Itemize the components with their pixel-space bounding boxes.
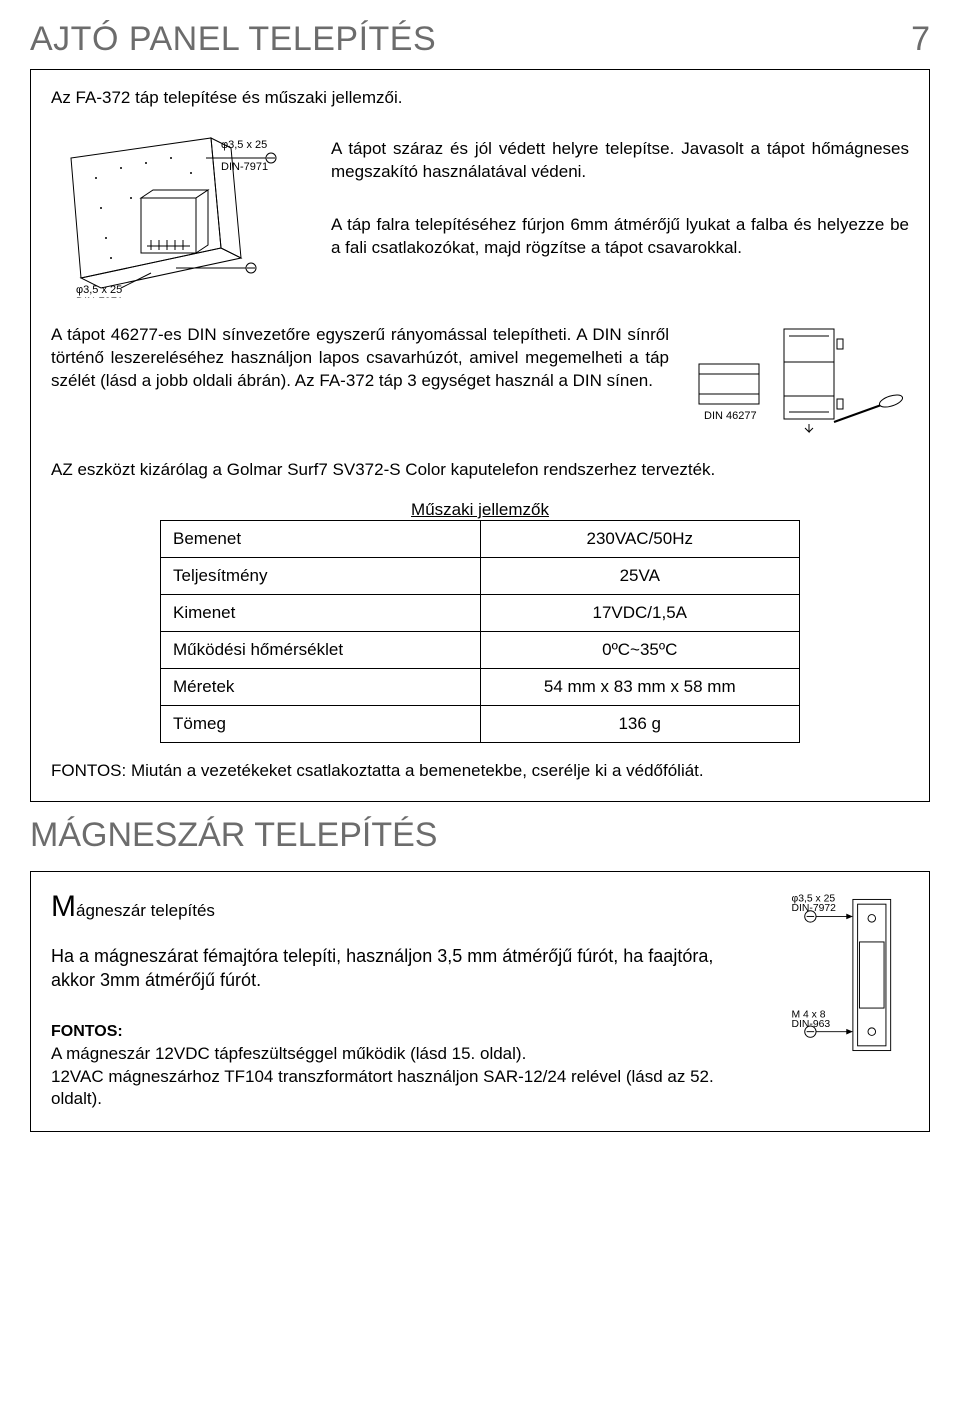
fontos2-line1: A mágneszár 12VDC tápfeszültséggel működ… xyxy=(51,1043,739,1066)
spec-value: 136 g xyxy=(480,706,800,743)
section2-title: MÁGNESZÁR TELEPÍTÉS xyxy=(30,816,930,855)
table-row: Tömeg136 g xyxy=(161,706,800,743)
din-rail-row: A tápot 46277-es DIN sínvezetőre egyszer… xyxy=(51,324,909,434)
spec-value: 54 mm x 83 mm x 58 mm xyxy=(480,669,800,706)
table-row: Bemenet230VAC/50Hz xyxy=(161,521,800,558)
din-rail-label: DIN 46277 xyxy=(704,410,757,422)
magneszar-heading: Mágneszár telepítés xyxy=(51,890,739,924)
page-number: 7 xyxy=(911,20,930,59)
spec-label: Kimenet xyxy=(161,595,481,632)
din-rail-illustration: DIN 46277 xyxy=(689,324,909,434)
screw-din-label-1: DIN-7971 xyxy=(221,161,268,173)
screw-din-label-2: DIN-7971 xyxy=(76,296,123,298)
compatibility-note: AZ eszközt kizárólag a Golmar Surf7 SV37… xyxy=(51,460,909,480)
sub-title: Az FA-372 táp telepítése és műszaki jell… xyxy=(51,88,909,108)
spec-value: 25VA xyxy=(480,558,800,595)
spec-label: Tömeg xyxy=(161,706,481,743)
fontos2-label: FONTOS: xyxy=(51,1023,739,1041)
fontos2-line2: 12VAC mágneszárhoz TF104 transzformátort… xyxy=(51,1066,739,1112)
spec-label: Méretek xyxy=(161,669,481,706)
spec-label: Működési hőmérséklet xyxy=(161,632,481,669)
spec-value: 230VAC/50Hz xyxy=(480,521,800,558)
mag-screw1-din: DIN-7972 xyxy=(792,903,837,914)
main-panel: Az FA-372 táp telepítése és műszaki jell… xyxy=(30,69,930,802)
install-row-1: φ3,5 x 25 DIN-7971 φ3,5 x 25 DIN-7971 A … xyxy=(51,128,909,298)
text-block-1: A tápot száraz és jól védett helyre tele… xyxy=(331,128,909,184)
wall-mount-illustration: φ3,5 x 25 DIN-7971 φ3,5 x 25 DIN-7971 xyxy=(51,128,311,298)
magneszar-heading-rest: ágneszár telepítés xyxy=(76,901,215,920)
screw-spec-label-2: φ3,5 x 25 xyxy=(76,284,122,296)
table-row: Kimenet17VDC/1,5A xyxy=(161,595,800,632)
screw-spec-label-1: φ3,5 x 25 xyxy=(221,139,267,151)
fontos-note-1: FONTOS: Miután a vezetékeket csatlakozta… xyxy=(51,761,909,781)
table-row: Méretek54 mm x 83 mm x 58 mm xyxy=(161,669,800,706)
magneszar-panel: Mágneszár telepítés Ha a mágneszárat fém… xyxy=(30,871,930,1132)
magneszar-illustration: φ3,5 x 25 DIN-7972 M 4 x 8 DIN-963 xyxy=(759,890,909,1060)
mag-screw2-din: DIN-963 xyxy=(792,1019,831,1030)
spec-value: 17VDC/1,5A xyxy=(480,595,800,632)
magneszar-body: Ha a mágneszárat fémajtóra telepíti, has… xyxy=(51,944,739,993)
text-block-2: A táp falra telepítéséhez fúrjon 6mm átm… xyxy=(331,214,909,260)
spec-value: 0ºC~35ºC xyxy=(480,632,800,669)
table-row: Teljesítmény25VA xyxy=(161,558,800,595)
spec-table: Bemenet230VAC/50HzTeljesítmény25VAKimene… xyxy=(160,520,800,743)
spec-label: Teljesítmény xyxy=(161,558,481,595)
spec-label: Bemenet xyxy=(161,521,481,558)
magneszar-heading-initial: M xyxy=(51,890,76,923)
table-row: Működési hőmérséklet0ºC~35ºC xyxy=(161,632,800,669)
spec-title: Műszaki jellemzők xyxy=(51,500,909,520)
header-row: AJTÓ PANEL TELEPÍTÉS 7 xyxy=(30,20,930,59)
text-block-3: A tápot 46277-es DIN sínvezetőre egyszer… xyxy=(51,324,669,393)
page-title: AJTÓ PANEL TELEPÍTÉS xyxy=(30,20,436,59)
